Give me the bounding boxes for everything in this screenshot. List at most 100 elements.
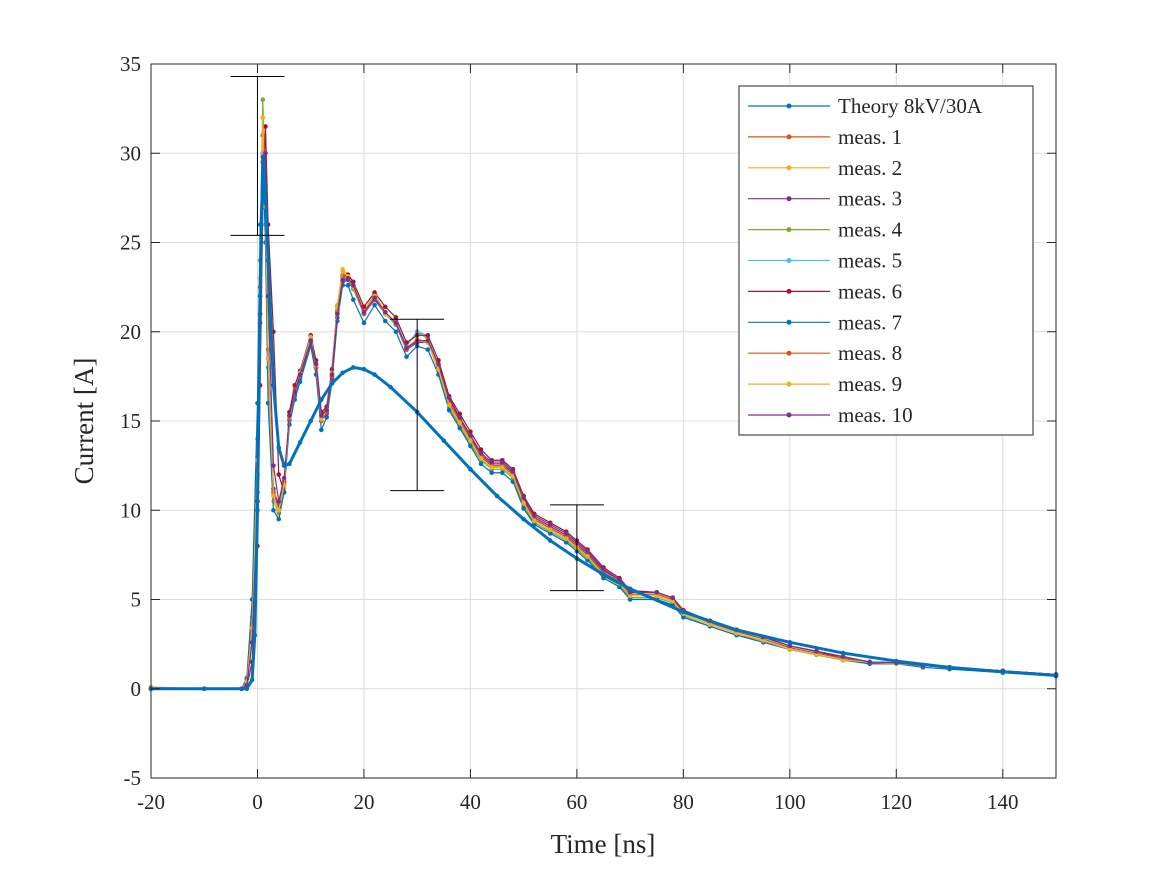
series-theory <box>148 154 1059 692</box>
data-point <box>681 609 686 615</box>
data-point <box>281 463 287 468</box>
data-point <box>265 258 271 263</box>
data-point <box>627 590 633 595</box>
data-point <box>478 450 484 456</box>
data-point <box>276 499 282 504</box>
data-point <box>547 531 553 536</box>
data-point <box>601 566 606 572</box>
data-point <box>271 463 276 468</box>
legend-entry: meas. 7 <box>748 310 902 334</box>
data-point <box>271 493 276 499</box>
legend-entry: meas. 1 <box>748 125 902 149</box>
data-point <box>563 531 569 536</box>
data-point <box>441 438 447 443</box>
data-point <box>627 586 633 592</box>
data-point <box>260 154 266 160</box>
data-point <box>361 309 367 315</box>
data-point <box>585 549 590 554</box>
data-point <box>297 372 303 377</box>
series-line <box>151 156 1057 691</box>
data-point <box>425 333 431 338</box>
x-tick-label: -20 <box>137 790 165 814</box>
data-point <box>521 516 526 522</box>
data-point <box>814 648 819 654</box>
data-point <box>260 115 266 120</box>
data-point <box>257 293 263 299</box>
legend-label: meas. 1 <box>838 125 902 149</box>
legend-marker <box>786 350 792 356</box>
data-point <box>707 622 713 627</box>
legend-entry: meas. 2 <box>748 156 902 180</box>
data-point <box>393 320 399 326</box>
legend-marker <box>786 196 792 202</box>
error-bar <box>390 318 445 492</box>
y-tick-label: 0 <box>131 677 142 701</box>
data-point <box>840 650 846 656</box>
data-point <box>510 468 516 474</box>
x-axis-label: Time [ns] <box>551 829 656 859</box>
x-tick-label: 0 <box>252 790 263 814</box>
data-point <box>263 150 268 156</box>
legend-entry: Theory 8kV/30A <box>748 94 983 118</box>
y-tick-label: 30 <box>120 141 141 165</box>
legend-label: meas. 6 <box>838 279 902 303</box>
data-point <box>393 329 399 335</box>
data-point <box>489 465 495 470</box>
legend-marker <box>786 319 792 325</box>
data-point <box>350 283 356 288</box>
legend-label: meas. 2 <box>838 156 902 180</box>
data-point <box>361 320 367 326</box>
y-tick-label: 15 <box>120 409 141 433</box>
data-point <box>319 427 324 433</box>
y-tick-label: 20 <box>120 320 141 344</box>
data-point <box>681 615 686 620</box>
y-axis-label: Current [A] <box>69 358 99 485</box>
data-point <box>292 390 298 395</box>
series-line <box>151 135 1057 690</box>
data-point <box>271 507 276 513</box>
y-tick-label: 10 <box>120 498 141 522</box>
x-tick-label: 120 <box>881 790 913 814</box>
y-tick-label: 5 <box>131 588 142 612</box>
data-point <box>308 334 314 340</box>
data-point <box>281 475 287 481</box>
legend-entry: meas. 10 <box>748 403 913 427</box>
data-point <box>947 665 952 670</box>
legend-marker <box>786 103 792 109</box>
data-point <box>814 652 819 658</box>
data-point <box>521 506 526 511</box>
data-point <box>287 413 292 418</box>
data-point <box>404 345 409 351</box>
x-tick-label: 100 <box>774 790 806 814</box>
data-point <box>547 527 553 533</box>
data-point <box>478 456 484 461</box>
legend-marker <box>786 381 792 387</box>
data-point <box>308 418 314 424</box>
legend-label: meas. 5 <box>838 249 902 273</box>
data-point <box>244 686 250 692</box>
legend-entry: meas. 4 <box>748 218 903 242</box>
data-point <box>500 465 505 470</box>
data-point <box>263 186 268 192</box>
data-point <box>324 415 329 420</box>
data-point <box>478 461 484 467</box>
legend-entry: meas. 3 <box>748 187 902 211</box>
data-point <box>457 425 463 431</box>
data-point <box>670 595 676 601</box>
data-point <box>457 415 463 420</box>
data-point <box>840 654 846 659</box>
data-point <box>468 466 473 472</box>
data-point <box>494 493 500 499</box>
data-point <box>313 361 319 367</box>
data-point <box>585 554 590 559</box>
error-bar <box>230 75 285 236</box>
y-tick-label: -5 <box>124 766 142 790</box>
data-point <box>324 407 329 413</box>
data-point <box>521 500 526 506</box>
data-point <box>329 372 335 377</box>
data-point <box>585 557 590 563</box>
data-point <box>627 593 633 599</box>
data-point <box>840 657 846 663</box>
data-point <box>276 507 282 513</box>
legend-label: meas. 9 <box>838 372 902 396</box>
